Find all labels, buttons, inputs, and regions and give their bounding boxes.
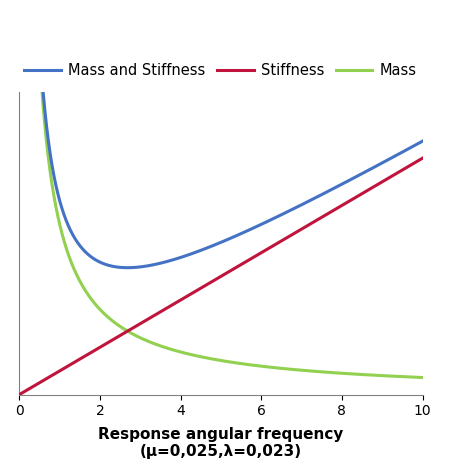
Stiffness bbox=[258, 250, 264, 255]
Mass bbox=[419, 374, 425, 380]
Stiffness bbox=[318, 215, 323, 221]
Mass and Stiffness bbox=[171, 257, 176, 263]
Mass bbox=[318, 369, 323, 374]
Mass and Stiffness bbox=[125, 265, 130, 271]
Line: Mass and Stiffness: Mass and Stiffness bbox=[19, 0, 422, 268]
Mass bbox=[258, 364, 264, 369]
Stiffness bbox=[17, 392, 22, 397]
Mass and Stiffness bbox=[279, 212, 284, 218]
Stiffness bbox=[279, 238, 284, 244]
X-axis label: Response angular frequency
(μ=0,025,λ=0,023): Response angular frequency (μ=0,025,λ=0,… bbox=[98, 427, 344, 459]
Stiffness bbox=[90, 349, 95, 355]
Stiffness bbox=[419, 155, 425, 161]
Mass bbox=[90, 298, 95, 304]
Mass bbox=[348, 371, 354, 377]
Stiffness bbox=[171, 301, 176, 307]
Mass bbox=[171, 347, 176, 353]
Mass and Stiffness bbox=[318, 192, 323, 198]
Line: Stiffness: Stiffness bbox=[19, 158, 422, 394]
Mass and Stiffness bbox=[348, 177, 354, 182]
Legend: Mass and Stiffness, Stiffness, Mass: Mass and Stiffness, Stiffness, Mass bbox=[18, 57, 422, 83]
Mass and Stiffness bbox=[419, 138, 425, 144]
Stiffness bbox=[348, 197, 354, 203]
Mass and Stiffness bbox=[258, 221, 264, 227]
Line: Mass: Mass bbox=[19, 0, 422, 377]
Mass bbox=[279, 365, 284, 371]
Mass and Stiffness bbox=[90, 255, 95, 261]
